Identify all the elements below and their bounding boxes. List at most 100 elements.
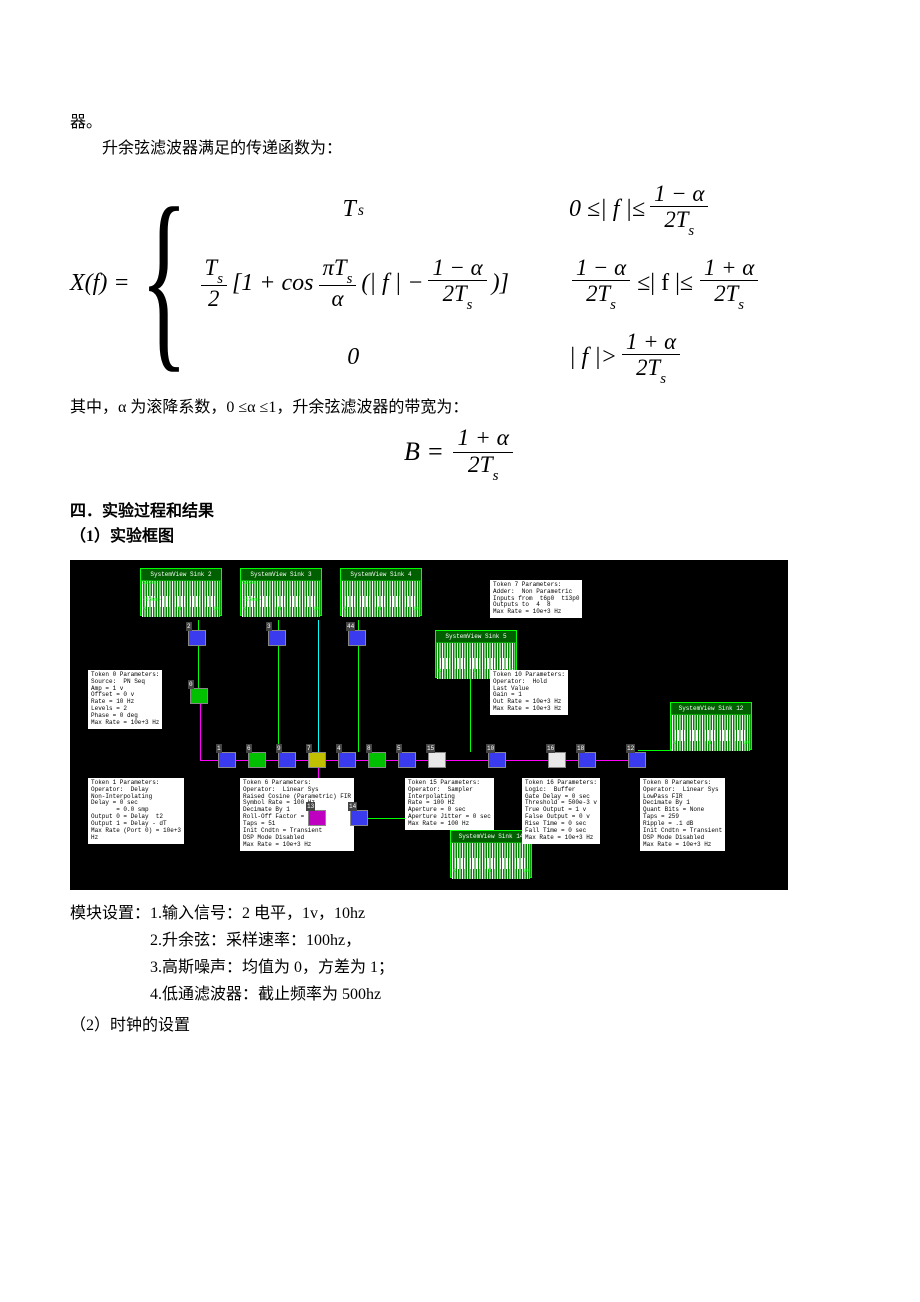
- formula-lhs: B =: [404, 437, 450, 466]
- fraction: 1 + α 2Ts: [622, 329, 680, 385]
- parameter-note: Token 6 Parameters: Operator: Linear Sys…: [240, 778, 354, 851]
- value: 1.输入信号：2 电平，1v，10hz: [150, 905, 365, 922]
- section-heading: 四．实验过程和结果: [70, 499, 850, 525]
- token-number: 3: [266, 622, 272, 632]
- fraction: 1 − α 2Ts: [428, 255, 486, 311]
- subsection-heading: （2）时钟的设置: [70, 1013, 850, 1039]
- formula-text: ≤| f |≤: [637, 264, 693, 302]
- wire: [200, 760, 640, 761]
- systemview-block-diagram: SystemView Sink 20510500e--500e- SystemVi…: [70, 560, 788, 890]
- fraction: 1 − α 2Ts: [572, 255, 630, 311]
- wire: [200, 700, 201, 760]
- sink-title: SystemView Sink 5: [436, 631, 516, 643]
- token-block: [188, 630, 206, 646]
- frac-den: 2T: [664, 207, 688, 232]
- token-number: 9: [276, 744, 282, 754]
- token-number: 0: [188, 680, 194, 690]
- token-number: 1: [216, 744, 222, 754]
- sink-window: SystemView Sink 30510500e--500e-: [240, 568, 322, 616]
- token-number: 44: [346, 622, 355, 632]
- token-block: [488, 752, 506, 768]
- sink-title: SystemView Sink 4: [341, 569, 421, 581]
- token-block: [398, 752, 416, 768]
- body-text: 升余弦滤波器满足的传递函数为：: [70, 136, 850, 162]
- module-settings: 模块设置：1.输入信号：2 电平，1v，10hz 2.升余弦：采样速率：100h…: [70, 900, 850, 1009]
- token-number: 4: [336, 744, 342, 754]
- formula-text: (| f | −: [361, 264, 423, 302]
- subsection-heading: （1）实验框图: [70, 524, 850, 550]
- token-number: 12: [626, 744, 635, 754]
- frac-num: 1 − α: [428, 255, 486, 281]
- token-block: [578, 752, 596, 768]
- frac-den: α: [327, 286, 347, 311]
- token-block: [428, 752, 446, 768]
- token-number: 18: [576, 744, 585, 754]
- token-number: 14: [348, 802, 357, 812]
- brace-icon: {: [140, 194, 188, 364]
- frac-den: 2T: [586, 281, 610, 306]
- token-number: 2: [186, 622, 192, 632]
- formula-text: | f |>: [569, 338, 617, 376]
- value: 3.高斯噪声：均值为 0，方差为 1；: [70, 954, 850, 981]
- token-block: [548, 752, 566, 768]
- transfer-function-formula: X(f) = { Ts 0 ≤| f |≤ 1 − α 2Ts Ts 2 [1 …: [70, 181, 850, 385]
- token-block: [628, 752, 646, 768]
- token-block: [368, 752, 386, 768]
- token-block: [268, 630, 286, 646]
- sink-window: SystemView Sink 20510500e--500e-: [140, 568, 222, 616]
- sink-title: SystemView Sink 12: [671, 703, 751, 715]
- frac-num: 1 + α: [700, 255, 758, 281]
- formula-sub: s: [217, 271, 223, 287]
- frac-den: 2T: [468, 452, 493, 478]
- formula-sub: s: [467, 297, 473, 313]
- fraction: 1 − α 2Ts: [650, 181, 708, 237]
- frac-den: 2T: [636, 355, 660, 380]
- token-number: 6: [246, 744, 252, 754]
- token-block: [218, 752, 236, 768]
- formula-sub: s: [688, 223, 694, 239]
- parameter-note: Token 15 Parameters: Operator: Sampler I…: [405, 778, 494, 830]
- frac-num: 1 + α: [453, 426, 512, 453]
- parameter-note: Token 8 Parameters: Operator: Linear Sys…: [640, 778, 725, 851]
- formula-sub: s: [358, 199, 364, 224]
- token-number: 13: [306, 802, 315, 812]
- sink-window: SystemView Sink 120510: [670, 702, 752, 750]
- token-number: 16: [546, 744, 555, 754]
- value: 4.低通滤波器：截止频率为 500hz: [70, 981, 850, 1008]
- value: 2.升余弦：采样速率：100hz，: [70, 927, 850, 954]
- formula-sub: s: [493, 467, 499, 484]
- parameter-note: Token 7 Parameters: Adder: Non Parametri…: [490, 580, 582, 618]
- parameter-note: Token 10 Parameters: Operator: Hold Last…: [490, 670, 568, 715]
- token-number: 10: [486, 744, 495, 754]
- frac-den: 2T: [714, 281, 738, 306]
- frac-den: 2T: [443, 281, 467, 306]
- formula-text: )]: [492, 264, 509, 302]
- token-number: 7: [306, 744, 312, 754]
- fraction: πTs α: [319, 255, 357, 311]
- frac-num: 1 − α: [650, 181, 708, 207]
- body-text: 其中，α 为滚降系数，0 ≤α ≤1，升余弦滤波器的带宽为：: [70, 395, 850, 421]
- formula-text: T: [343, 190, 356, 228]
- token-block: [308, 810, 326, 826]
- token-number: 8: [366, 744, 372, 754]
- parameter-note: Token 16 Parameters: Logic: Buffer Gate …: [522, 778, 600, 844]
- label: 模块设置：: [70, 905, 150, 922]
- body-text: 器。: [70, 110, 850, 136]
- token-number: 5: [396, 744, 402, 754]
- wire: [318, 620, 319, 752]
- frac-num: πT: [323, 255, 347, 280]
- sink-window: SystemView Sink 40510: [340, 568, 422, 616]
- formula-text: [1 + cos: [232, 264, 314, 302]
- formula-text: 0: [347, 338, 359, 376]
- frac-den: 2: [204, 286, 223, 311]
- fraction: 1 + α 2Ts: [700, 255, 758, 311]
- parameter-note: Token 0 Parameters: Source: PN Seq Amp =…: [88, 670, 162, 729]
- token-block: [190, 688, 208, 704]
- frac-num: 1 + α: [622, 329, 680, 355]
- token-block: [278, 752, 296, 768]
- formula-text: 0 ≤| f |≤: [569, 190, 645, 228]
- token-block: [350, 810, 368, 826]
- frac-num: 1 − α: [572, 255, 630, 281]
- token-block: [308, 752, 326, 768]
- token-block: [338, 752, 356, 768]
